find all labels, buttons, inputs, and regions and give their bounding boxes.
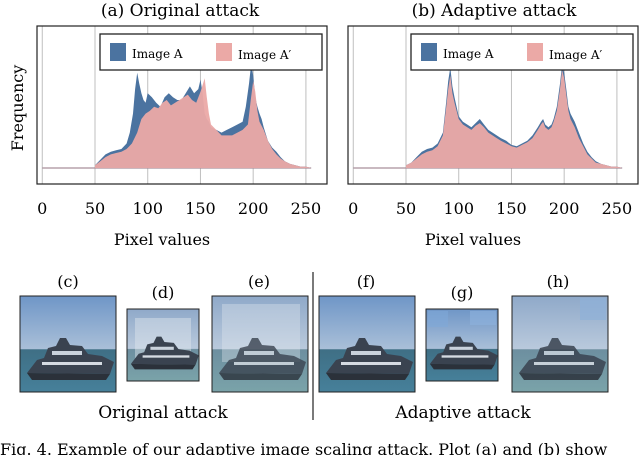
image-c [19, 295, 117, 393]
x-tick-label-3: 150 [496, 199, 527, 218]
label-d: (d) [152, 283, 175, 302]
legend-label-image-a-prime: Image A′ [238, 48, 292, 62]
x-tick-label-4: 200 [549, 199, 580, 218]
y-axis-label: Frequency [8, 65, 27, 152]
image-f [318, 295, 416, 393]
x-axis-label: Pixel values [425, 230, 521, 249]
legend-label-image-a: Image A [132, 47, 183, 61]
x-tick-label-2: 100 [443, 199, 474, 218]
x-tick-label-5: 250 [291, 199, 322, 218]
x-tick-label-1: 50 [85, 199, 105, 218]
legend-swatch-image-a [110, 43, 126, 61]
image-d [126, 308, 200, 382]
legend-swatch-image-a-prime [216, 43, 232, 61]
plot-frame [36, 25, 328, 185]
label-e: (e) [248, 272, 270, 291]
legend-label-image-a: Image A [443, 47, 494, 61]
legend-frame [410, 33, 634, 71]
chart-a-title: (a) Original attack [101, 1, 260, 21]
image-g [425, 308, 499, 382]
image-h [511, 295, 609, 393]
x-tick-label-2: 100 [132, 199, 163, 218]
x-axis-label: Pixel values [114, 230, 210, 249]
label-c: (c) [57, 272, 78, 291]
group-label-original: Original attack [98, 403, 228, 423]
x-tick-label-4: 200 [238, 199, 269, 218]
x-tick-label-1: 50 [396, 199, 416, 218]
image-e [211, 295, 309, 393]
legend: Image A Image A′ [410, 33, 634, 71]
label-g: (g) [451, 283, 474, 302]
x-tick-label-3: 150 [185, 199, 216, 218]
legend-swatch-image-a-prime [527, 43, 543, 61]
group-label-adaptive: Adaptive attack [394, 403, 531, 423]
legend-frame [99, 33, 323, 71]
legend-swatch-image-a [421, 43, 437, 61]
plot-frame [347, 25, 639, 185]
series-area-image_a_prime [406, 70, 623, 168]
label-f: (f) [357, 272, 375, 291]
x-tick-label-0: 0 [348, 199, 358, 218]
x-tick-label-5: 250 [602, 199, 633, 218]
chart-b-title: (b) Adaptive attack [412, 1, 578, 21]
legend-label-image-a-prime: Image A′ [549, 48, 603, 62]
label-h: (h) [547, 272, 570, 291]
x-tick-label-0: 0 [37, 199, 47, 218]
legend: Image A Image A′ [99, 33, 323, 71]
figure-caption: Fig. 4. Example of our adaptive image sc… [0, 440, 608, 455]
series-area-image_a_prime [95, 78, 312, 168]
